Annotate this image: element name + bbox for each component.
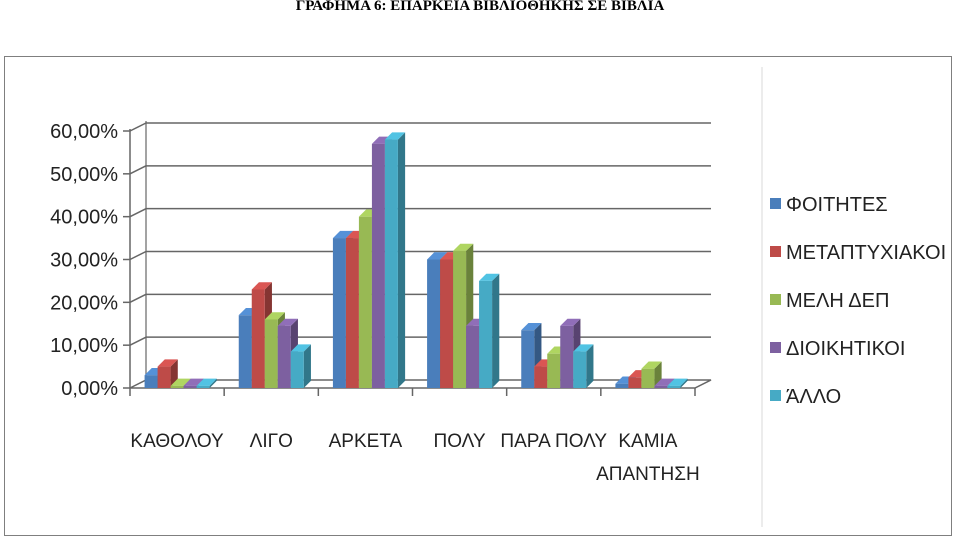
- x-tick-labels: ΚΑΘΟΛΟΥ ΛΙΓΟ ΑΡΚΕΤΑ ΠΟΛΥ ΠΑΡΑ ΠΟΛΥ ΚΑΜΙΑ ΑΠΑΝΤ…: [130, 431, 699, 485]
- bar-top: [453, 243, 474, 251]
- bar-top: [654, 378, 675, 386]
- legend-swatch: [770, 390, 781, 401]
- legend: ΦΟΙΤΗΤΕΣ ΜΕΤΑΠΤΥΧΙΑΚΟΙ ΜΕΛΗ ΔΕΠ ΔΙΟΙΚΗΤΙΚΟΙ…: [770, 194, 946, 408]
- bars: [144, 132, 688, 388]
- bar-side: [586, 344, 594, 388]
- bar: [534, 366, 548, 388]
- y-tick-label: 0,00%: [61, 378, 118, 400]
- x-tick-label: ΑΡΚΕΤΑ: [329, 431, 403, 452]
- x-tick-label: ΚΑΘΟΛΟΥ: [130, 431, 224, 452]
- bar: [358, 216, 372, 388]
- bar-side: [680, 378, 688, 388]
- legend-swatch: [770, 198, 781, 209]
- bar-top: [479, 273, 500, 281]
- gridline-depth: [129, 293, 147, 304]
- gridline-depth: [129, 165, 147, 175]
- bar: [144, 375, 158, 388]
- y-tick-label: 50,00%: [50, 164, 118, 186]
- chart-frame: 0,00% 10,00% 20,00% 30,00% 40,00% 50,00% 60,00…: [4, 56, 952, 536]
- legend-swatch: [770, 342, 781, 353]
- gridline-depth: [129, 250, 147, 261]
- bar: [479, 280, 493, 388]
- bar-top: [641, 361, 662, 369]
- bar: [440, 259, 454, 388]
- bar: [196, 385, 210, 388]
- bar: [277, 325, 291, 388]
- y-tick-label: 10,00%: [50, 335, 118, 357]
- bar-top: [290, 344, 311, 352]
- bar-top: [667, 378, 688, 386]
- bar: [157, 366, 171, 388]
- y-tick-labels: 0,00% 10,00% 20,00% 30,00% 40,00% 50,00% 60,00…: [50, 121, 118, 400]
- legend-label: ΜΕΤΑΠΤΥΧΙΑΚΟΙ: [786, 242, 946, 264]
- bar: [641, 368, 655, 388]
- bar-top: [573, 344, 594, 352]
- gridlines: [129, 122, 711, 346]
- bar-side: [209, 378, 217, 388]
- bar: [547, 353, 561, 388]
- bar-side: [303, 344, 311, 388]
- bar: [170, 385, 184, 388]
- bar-top: [332, 230, 354, 239]
- gridline-depth: [129, 207, 147, 218]
- gridline-depth: [129, 336, 147, 346]
- x-tick-label: ΚΑΜΙΑ: [618, 431, 677, 452]
- legend-swatch: [770, 246, 781, 257]
- legend-swatch: [770, 294, 781, 305]
- bar-top: [157, 359, 178, 367]
- bar: [251, 289, 265, 388]
- bar-top: [521, 322, 542, 331]
- bar: [615, 383, 629, 388]
- bar-top: [183, 378, 204, 386]
- bar: [521, 330, 535, 388]
- bar-side: [397, 132, 406, 388]
- bar: [466, 325, 480, 388]
- bar: [453, 250, 467, 388]
- legend-label: ΜΕΛΗ ΔΕΠ: [786, 290, 889, 312]
- bar: [560, 325, 574, 388]
- y-tick-label: 30,00%: [50, 250, 118, 272]
- bar: [345, 238, 359, 388]
- bar-top: [170, 378, 191, 386]
- bar: [183, 385, 197, 388]
- y-tick-label: 20,00%: [50, 292, 118, 314]
- legend-label: ΔΙΟΙΚΗΤΙΚΟΙ: [786, 338, 905, 360]
- legend-label: ΦΟΙΤΗΤΕΣ: [786, 194, 888, 216]
- gridline-depth: [129, 122, 147, 132]
- x-tick-label: ΠΟΛΥ: [434, 431, 486, 452]
- bar-top: [384, 132, 406, 140]
- bar: [332, 238, 346, 388]
- bar: [384, 139, 398, 388]
- x-tick-label: ΛΙΓΟ: [250, 431, 293, 452]
- chart-svg: 0,00% 10,00% 20,00% 30,00% 40,00% 50,00% 60,00…: [50, 67, 946, 527]
- x-tick-label: ΠΑΡΑ ΠΟΛΥ: [500, 431, 607, 452]
- bar: [667, 385, 681, 388]
- y-tick-label: 60,00%: [50, 121, 118, 143]
- bar: [573, 351, 587, 388]
- bar-top: [560, 318, 581, 326]
- bar: [628, 377, 642, 388]
- bar-top: [427, 252, 448, 260]
- bar: [264, 319, 278, 388]
- bar-top: [196, 378, 217, 386]
- bar: [290, 351, 304, 388]
- bar: [427, 259, 441, 388]
- bar: [238, 315, 252, 388]
- bar-top: [264, 312, 285, 320]
- x-tick-label: ΑΠΑΝΤΗΣΗ: [596, 464, 700, 485]
- bar: [654, 385, 668, 388]
- legend-label: ΆΛΛΟ: [786, 386, 841, 408]
- bar-top: [251, 282, 272, 290]
- bar-side: [492, 273, 500, 388]
- page-title: ΓΡΑΦΗΜΑ 6: ΕΠΑΡΚΕΙΑ ΒΙΒΛΙΟΘΗΚΗΣ ΣΕ ΒΙΒΛΙ…: [295, 0, 665, 12]
- bar: [371, 143, 385, 388]
- y-tick-label: 40,00%: [50, 207, 118, 229]
- bar-top: [277, 318, 298, 326]
